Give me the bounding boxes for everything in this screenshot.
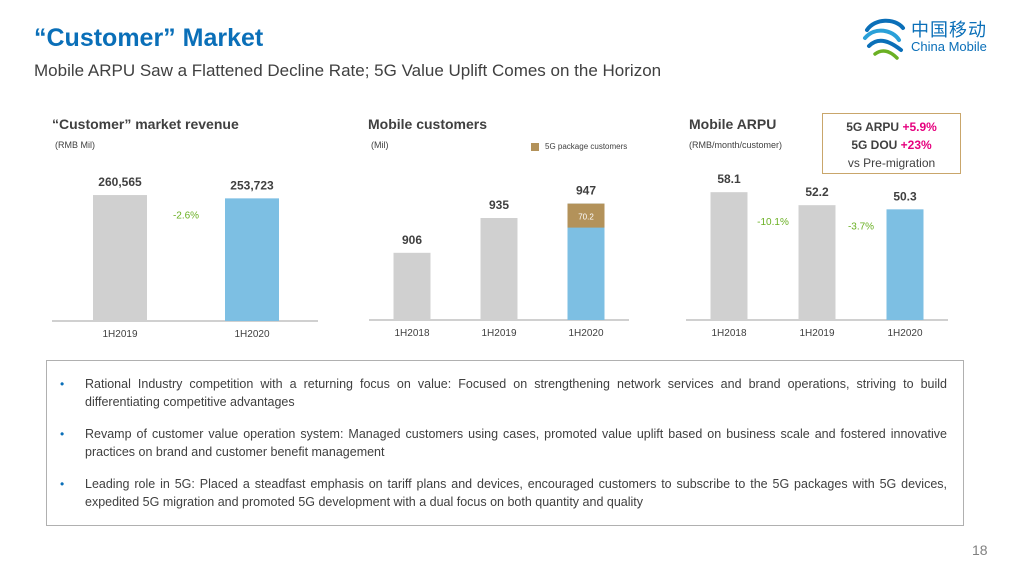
customers-bar [480, 218, 518, 320]
bullet-item: • Rational Industry competition with a r… [60, 375, 947, 411]
arpu-tick-label: 1H2018 [711, 328, 746, 339]
customers-tick-label: 1H2020 [568, 328, 603, 339]
revenue-bar [225, 198, 279, 321]
revenue-bar [93, 195, 147, 321]
customers-chart-unit: (Mil) [371, 140, 389, 150]
revenue-chart-unit: (RMB Mil) [55, 140, 95, 150]
customers-value-label: 906 [402, 233, 422, 247]
customers-chart-title: Mobile customers [368, 116, 488, 132]
arpu-tick-label: 1H2020 [887, 328, 922, 339]
bullet-text: Leading role in 5G: Placed a steadfast e… [85, 477, 947, 509]
revenue-value-label: 260,565 [98, 175, 142, 189]
bullet-text: Revamp of customer value operation syste… [85, 427, 947, 459]
bullet-item: • Leading role in 5G: Placed a steadfast… [60, 475, 947, 511]
arpu-box-note: vs Pre-migration [847, 156, 936, 170]
arpu-value-label: 58.1 [717, 172, 741, 186]
customers-tick-label: 1H2018 [394, 328, 429, 339]
customers-bar [393, 252, 431, 320]
company-logo: 中国移动 China Mobile [861, 16, 1001, 60]
page-title: “Customer” Market [34, 24, 264, 52]
arpu-change-label: -10.1% [757, 217, 789, 228]
customers-tick-label: 1H2019 [481, 328, 516, 339]
arpu-value-label: 52.2 [805, 185, 829, 199]
arpu-bar [798, 205, 836, 320]
arpu-chart-unit: (RMB/month/customer) [689, 140, 783, 150]
page-number: 18 [972, 542, 988, 558]
customers-5g-segment-label: 70.2 [578, 213, 594, 222]
bullet-dot-icon: • [60, 477, 65, 491]
customers-5g-segment [567, 203, 605, 228]
logo-text-cn: 中国移动 [911, 20, 987, 40]
arpu-box-label-2: 5G DOU [851, 138, 901, 152]
arpu-value-label: 50.3 [893, 189, 917, 203]
bullet-text: Rational Industry competition with a ret… [85, 377, 947, 409]
arpu-change-label: -3.7% [848, 221, 874, 232]
legend-label-5g: 5G package customers [545, 142, 628, 151]
arpu-highlight-box: 5G ARPU +5.9% 5G DOU +23% vs Pre-migrati… [822, 113, 961, 174]
bullet-item: • Revamp of customer value operation sys… [60, 425, 947, 461]
revenue-chart-title: “Customer” market revenue [52, 116, 239, 132]
arpu-bar [710, 192, 748, 320]
arpu-chart-title: Mobile ARPU [689, 116, 777, 132]
revenue-value-label: 253,723 [230, 178, 274, 192]
revenue-change-label: -2.6% [173, 210, 199, 221]
arpu-box-value-1: +5.9% [902, 120, 937, 134]
arpu-bar [886, 209, 924, 320]
bullet-dot-icon: • [60, 377, 65, 391]
bullet-dot-icon: • [60, 427, 65, 441]
page-subtitle: Mobile ARPU Saw a Flattened Decline Rate… [34, 61, 662, 80]
customers-value-label: 947 [576, 184, 596, 198]
legend-swatch-5g [531, 142, 539, 151]
arpu-tick-label: 1H2019 [799, 328, 834, 339]
revenue-tick-label: 1H2020 [234, 329, 269, 340]
china-mobile-logo-icon [863, 18, 905, 60]
customers-value-label: 935 [489, 198, 509, 212]
logo-text-en: China Mobile [911, 39, 987, 54]
revenue-tick-label: 1H2019 [102, 329, 137, 340]
arpu-box-value-2: +23% [900, 138, 932, 152]
customers-chart-legend: 5G package customers [531, 142, 627, 151]
arpu-box-label-1: 5G ARPU [846, 120, 903, 134]
bullet-list-box: • Rational Industry competition with a r… [46, 360, 964, 526]
